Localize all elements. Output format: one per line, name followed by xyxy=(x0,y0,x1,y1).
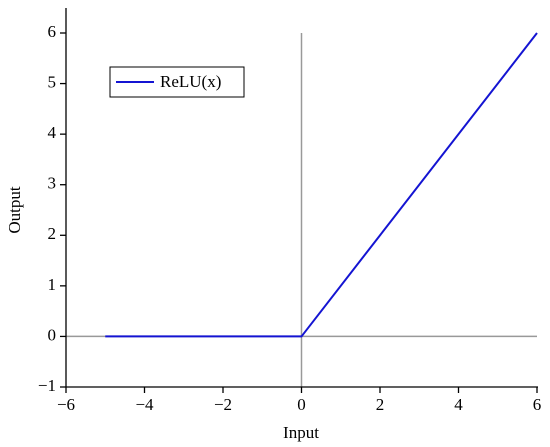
x-axis-label: Input xyxy=(283,423,319,442)
y-tick-label: 3 xyxy=(48,174,57,193)
x-tick-label: 2 xyxy=(376,395,385,414)
series-line xyxy=(105,32,538,338)
legend-label: ReLU(x) xyxy=(160,72,221,91)
y-tick-label: 4 xyxy=(48,123,57,142)
y-tick-label: 6 xyxy=(48,22,57,41)
y-tick-label: 0 xyxy=(48,325,57,344)
x-tick-label: 4 xyxy=(454,395,463,414)
x-tick-label: −2 xyxy=(214,395,232,414)
x-tick-label: 0 xyxy=(297,395,306,414)
x-tick-label: −6 xyxy=(57,395,75,414)
y-tick-label: 5 xyxy=(48,72,57,91)
x-tick-label: −4 xyxy=(135,395,154,414)
y-axis-label: Output xyxy=(5,186,24,234)
y-tick-label: −1 xyxy=(38,376,56,395)
x-tick-label: 6 xyxy=(533,395,542,414)
y-tick-label: 2 xyxy=(48,224,57,243)
y-tick-label: 1 xyxy=(48,275,57,294)
